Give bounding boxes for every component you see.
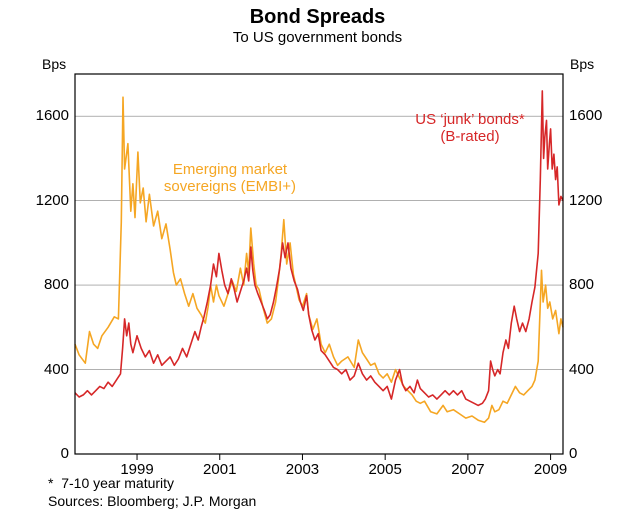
ytick-left: 1600 [36,107,69,124]
footnote-text: 7-10 year maturity [61,475,174,491]
series-label: US ‘junk’ bonds*(B-rated) [390,111,550,146]
chart-title: Bond Spreads [0,0,635,28]
ytick-right: 1600 [569,107,602,124]
ytick-right: 0 [569,445,577,462]
xtick: 2001 [203,461,236,478]
y-axis-unit-right: Bps [570,56,594,72]
xtick: 2007 [451,461,484,478]
xtick: 2009 [534,461,567,478]
y-axis-unit-left: Bps [42,56,66,72]
chart-area: Bps Bps 00400400800800120012001600160019… [0,56,635,486]
footnote-line: * 7-10 year maturity [48,475,174,493]
chart-subtitle: To US government bonds [0,28,635,46]
ytick-left: 800 [44,276,69,293]
xtick: 2003 [286,461,319,478]
series-label: Emerging marketsovereigns (EMBI+) [150,161,310,196]
ytick-left: 400 [44,361,69,378]
footnote-marker: * [48,475,53,491]
ytick-right: 400 [569,361,594,378]
ytick-right: 1200 [569,192,602,209]
ytick-right: 800 [569,276,594,293]
ytick-left: 1200 [36,192,69,209]
ytick-left: 0 [61,445,69,462]
xtick: 2005 [368,461,401,478]
sources-line: Sources: Bloomberg; J.P. Morgan [48,493,256,511]
